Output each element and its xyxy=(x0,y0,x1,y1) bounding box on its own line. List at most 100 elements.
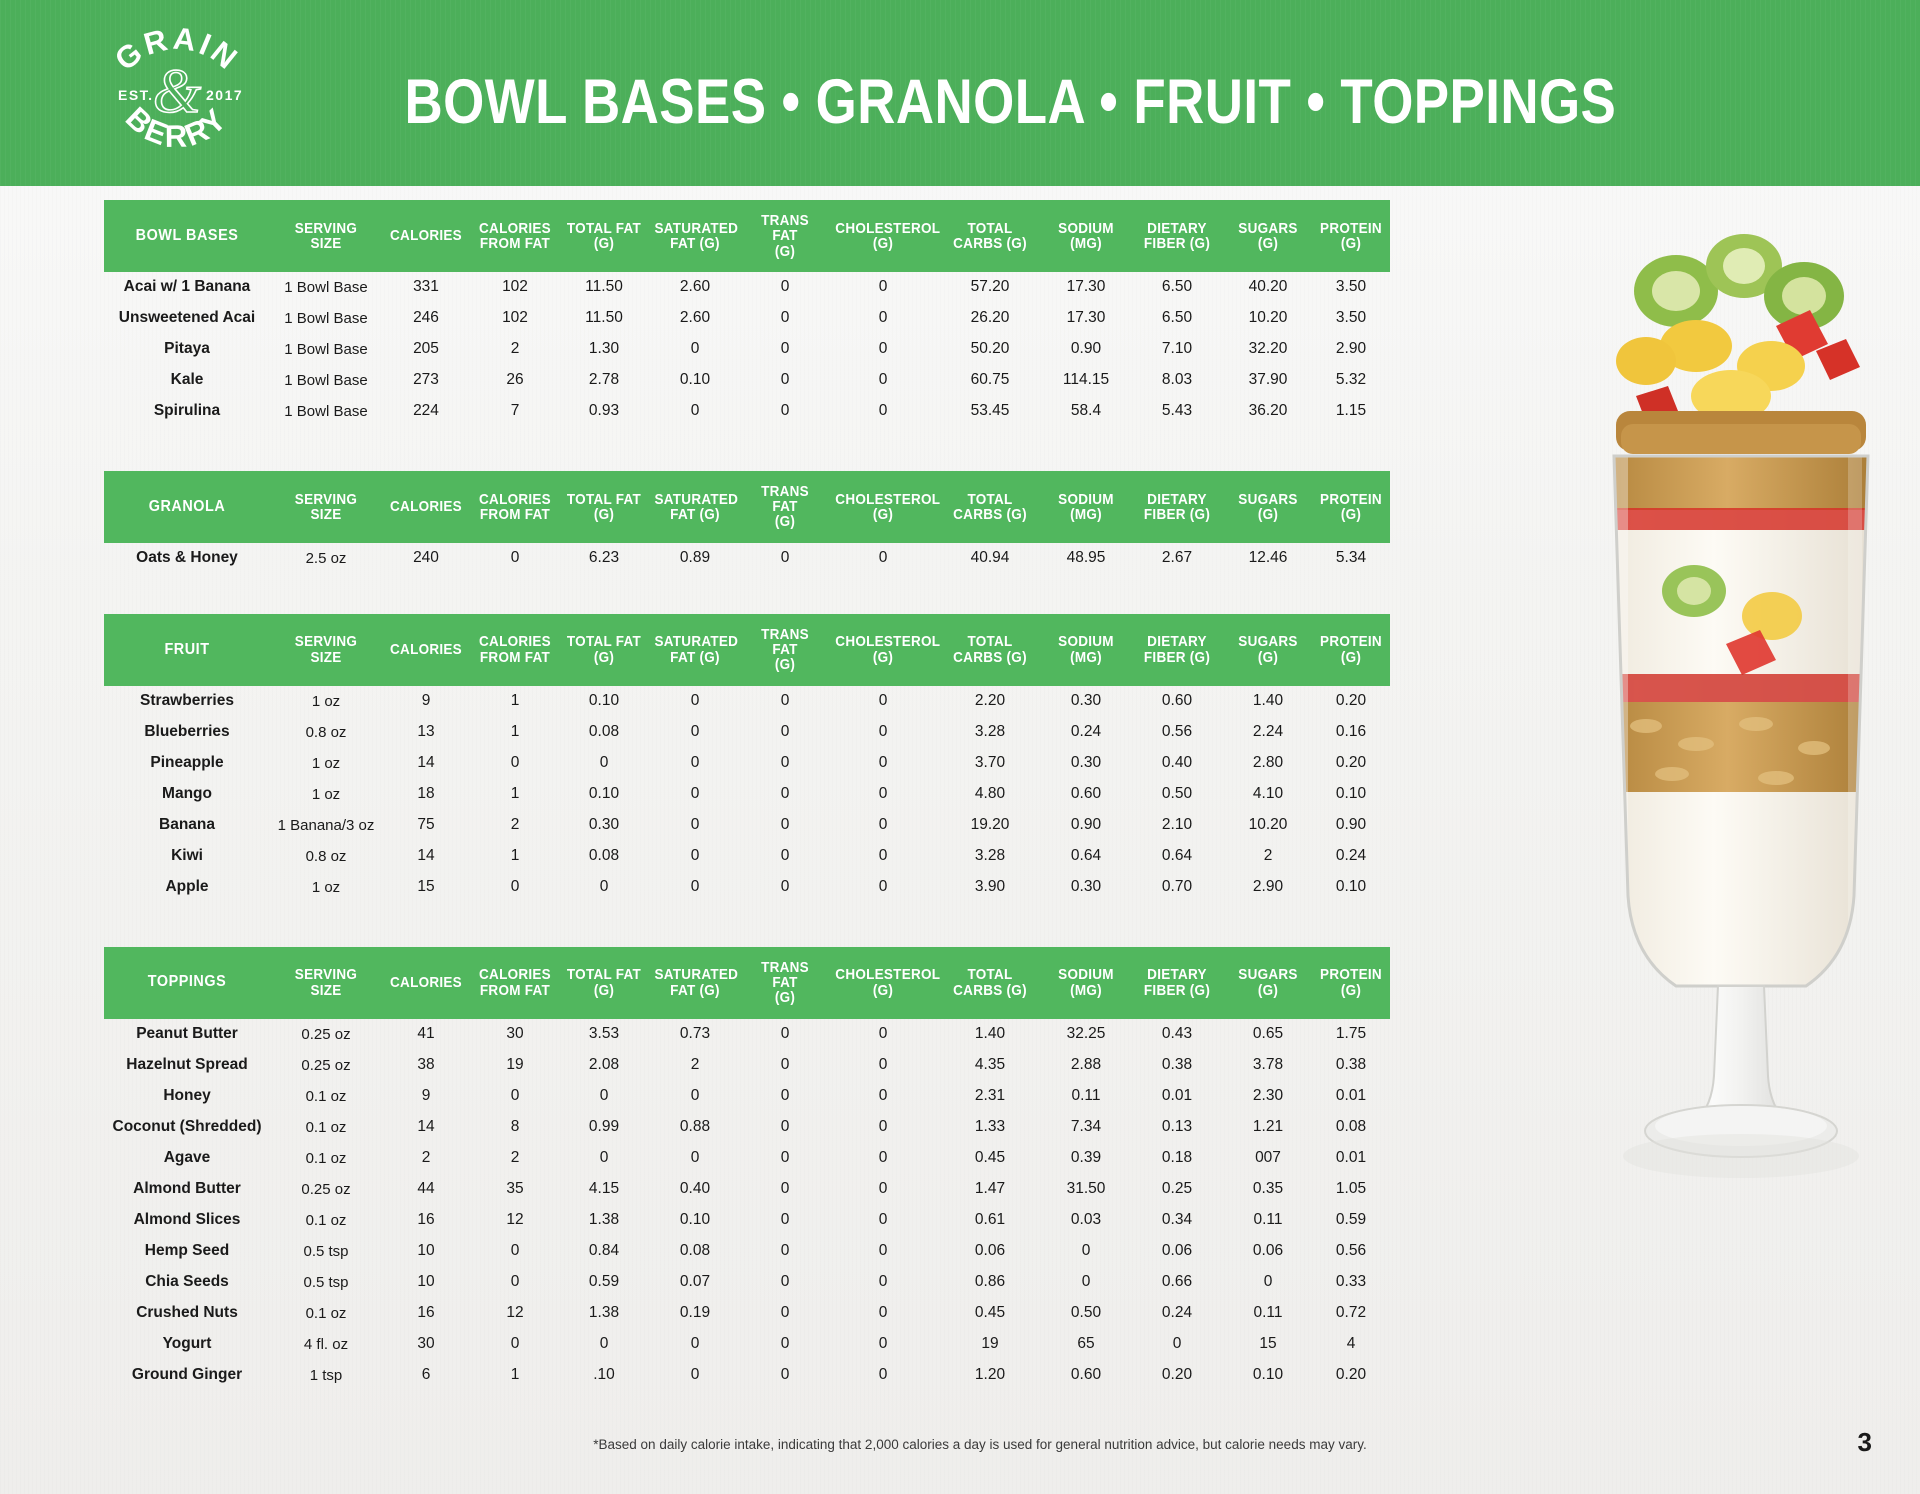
cell-calories-from-fat: 0 xyxy=(510,1087,520,1105)
cell-saturated-fat: 0 xyxy=(690,723,700,741)
cell-serving-size: 1 Banana/3 oz xyxy=(277,816,375,834)
row-label: Pineapple xyxy=(150,754,224,772)
cell-calories-from-fat: 19 xyxy=(506,1056,524,1074)
cell-dietary-fiber: 0.70 xyxy=(1161,878,1193,896)
cell-calories: 41 xyxy=(417,1025,435,1043)
cell-sugars: 0 xyxy=(1263,1273,1273,1291)
col-saturated-fat: SATURATED FAT (G) xyxy=(648,613,742,686)
brand-logo: GRAIN BERRY EST. 2017 & xyxy=(92,8,262,180)
cell-trans-fat: 0 xyxy=(780,309,790,327)
cell-total-carbs: 2.31 xyxy=(974,1087,1006,1105)
col-calories: CALORIES xyxy=(382,470,470,543)
row-label: Almond Slices xyxy=(133,1211,241,1229)
row-label: Hazelnut Spread xyxy=(126,1056,248,1074)
cell-total-fat: 0.30 xyxy=(588,816,620,834)
cell-sodium: 0.24 xyxy=(1070,723,1102,741)
cell-total-carbs: 0.86 xyxy=(974,1273,1006,1291)
cell-dietary-fiber: 6.50 xyxy=(1161,309,1193,327)
section-title-toppings: TOPPINGS xyxy=(104,946,270,1019)
cell-protein: 0.90 xyxy=(1335,816,1367,834)
table-row: Ground Ginger 1 tsp 6 1 .10 0 0 0 1.20 0… xyxy=(104,1360,1390,1391)
cell-protein: 0.08 xyxy=(1335,1118,1367,1136)
table-bowl-bases: BOWL BASES SERVING SIZE CALORIES CALORIE… xyxy=(104,200,1390,427)
cell-total-carbs: 1.33 xyxy=(974,1118,1006,1136)
cell-saturated-fat: 0 xyxy=(690,1149,700,1167)
cell-sugars: 37.90 xyxy=(1248,371,1288,389)
table-header-row: BOWL BASES SERVING SIZE CALORIES CALORIE… xyxy=(104,200,1390,272)
row-label: Peanut Butter xyxy=(136,1025,238,1043)
cell-calories-from-fat: 8 xyxy=(510,1118,520,1136)
col-dietary-fiber: DIETARY FIBER (G) xyxy=(1130,200,1224,272)
cell-trans-fat: 0 xyxy=(780,754,790,772)
cell-total-fat: 6.23 xyxy=(588,549,620,567)
cell-protein: 5.32 xyxy=(1335,371,1367,389)
cell-trans-fat: 0 xyxy=(780,1366,790,1384)
cell-total-fat: 0 xyxy=(599,1335,609,1353)
cell-saturated-fat: 0 xyxy=(690,402,700,420)
table-row: Hazelnut Spread 0.25 oz 38 19 2.08 2 0 0… xyxy=(104,1050,1390,1081)
cell-dietary-fiber: 0.66 xyxy=(1161,1273,1193,1291)
cell-sugars: 36.20 xyxy=(1248,402,1288,420)
table-row: Almond Butter 0.25 oz 44 35 4.15 0.40 0 … xyxy=(104,1174,1390,1205)
cell-total-carbs: 3.70 xyxy=(974,754,1006,772)
cell-saturated-fat: 0.40 xyxy=(679,1180,711,1198)
row-label: Yogurt xyxy=(162,1335,212,1353)
cell-trans-fat: 0 xyxy=(780,402,790,420)
col-serving-size: SERVING SIZE xyxy=(270,613,382,686)
page-header: GRAIN BERRY EST. 2017 & BOWL BASES • GRA… xyxy=(0,0,1920,186)
cell-cholesterol: 0 xyxy=(878,816,888,834)
cell-total-fat: 0.08 xyxy=(588,847,620,865)
cell-cholesterol: 0 xyxy=(878,1211,888,1229)
cell-sodium: 0 xyxy=(1081,1242,1091,1260)
cell-protein: 5.34 xyxy=(1335,549,1367,567)
col-sugars: SUGARS (G) xyxy=(1224,613,1312,686)
col-trans-fat: TRANS FAT (G) xyxy=(742,613,828,686)
cell-saturated-fat: 0 xyxy=(690,692,700,710)
cell-calories: 16 xyxy=(417,1304,435,1322)
cell-cholesterol: 0 xyxy=(878,1118,888,1136)
col-total-fat: TOTAL FAT (G) xyxy=(560,946,648,1019)
cell-calories: 16 xyxy=(417,1211,435,1229)
cell-total-carbs: 4.35 xyxy=(974,1056,1006,1074)
cell-sodium: 2.88 xyxy=(1070,1056,1102,1074)
table-row: Almond Slices 0.1 oz 16 12 1.38 0.10 0 0… xyxy=(104,1205,1390,1236)
cell-protein: 0.01 xyxy=(1335,1087,1367,1105)
cell-trans-fat: 0 xyxy=(780,1273,790,1291)
col-protein: PROTEIN (G) xyxy=(1312,200,1390,272)
fruit-topping-pile xyxy=(1616,234,1866,454)
cell-serving-size: 1 oz xyxy=(311,785,341,803)
row-label: Apple xyxy=(165,878,209,896)
table-row: Yogurt 4 fl. oz 30 0 0 0 0 0 19 65 0 15 … xyxy=(104,1329,1390,1360)
cell-sodium: 65 xyxy=(1077,1335,1095,1353)
col-dietary-fiber: DIETARY FIBER (G) xyxy=(1130,613,1224,686)
cell-total-fat: 1.38 xyxy=(588,1304,620,1322)
cell-dietary-fiber: 0.24 xyxy=(1161,1304,1193,1322)
cell-protein: 2.90 xyxy=(1335,340,1367,358)
col-calories: CALORIES xyxy=(382,613,470,686)
section-spacer xyxy=(104,427,1300,471)
cell-calories-from-fat: 102 xyxy=(502,278,528,296)
cell-cholesterol: 0 xyxy=(878,1149,888,1167)
cell-sodium: 7.34 xyxy=(1070,1118,1102,1136)
row-label: Hemp Seed xyxy=(144,1242,230,1260)
cell-total-fat: 0.84 xyxy=(588,1242,620,1260)
col-calories-from-fat: CALORIES FROM FAT xyxy=(470,946,560,1019)
footnote: *Based on daily calorie intake, indicati… xyxy=(593,1437,1367,1452)
cell-serving-size: 1 Bowl Base xyxy=(284,278,368,296)
cell-calories-from-fat: 0 xyxy=(510,1335,520,1353)
table-toppings: TOPPINGS SERVING SIZE CALORIES CALORIES F… xyxy=(104,946,1390,1391)
cell-serving-size: 0.1 oz xyxy=(305,1304,347,1322)
table-row: Coconut (Shredded) 0.1 oz 14 8 0.99 0.88… xyxy=(104,1112,1390,1143)
cell-total-fat: 0.59 xyxy=(588,1273,620,1291)
row-label: Ground Ginger xyxy=(131,1366,243,1384)
cell-total-fat: 2.08 xyxy=(588,1056,620,1074)
cell-calories: 13 xyxy=(417,723,435,741)
table-row: Kale 1 Bowl Base 273 26 2.78 0.10 0 0 60… xyxy=(104,365,1390,396)
cell-sodium: 0.30 xyxy=(1070,878,1102,896)
cell-serving-size: 0.1 oz xyxy=(305,1149,347,1167)
cell-sugars: 0.35 xyxy=(1252,1180,1284,1198)
col-cholesterol: CHOLESTEROL (G) xyxy=(828,200,940,272)
cell-calories: 2 xyxy=(421,1149,431,1167)
cell-calories-from-fat: 30 xyxy=(506,1025,524,1043)
cell-calories-from-fat: 12 xyxy=(506,1304,524,1322)
